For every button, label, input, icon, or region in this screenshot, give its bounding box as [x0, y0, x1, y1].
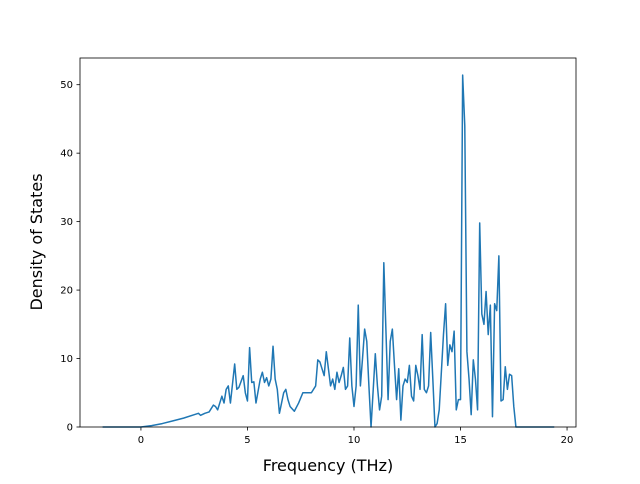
- y-axis-label: Density of States: [27, 173, 46, 310]
- plot-frame: [79, 57, 577, 428]
- x-tick-label: 10: [348, 435, 361, 446]
- y-tick-label: 20: [60, 286, 73, 297]
- x-tick-label: 15: [454, 435, 467, 446]
- y-tick-label: 0: [67, 423, 73, 434]
- line: [102, 74, 555, 428]
- x-tick-label: 5: [244, 435, 250, 446]
- x-tick-label: 20: [561, 435, 574, 446]
- x-tick-label: 0: [138, 435, 144, 446]
- y-tick-label: 10: [60, 354, 73, 365]
- y-tick-label: 50: [60, 80, 73, 91]
- y-tick-label: 40: [60, 149, 73, 160]
- y-tick-label: 30: [60, 217, 73, 228]
- x-axis-label: Frequency (THz): [263, 456, 393, 475]
